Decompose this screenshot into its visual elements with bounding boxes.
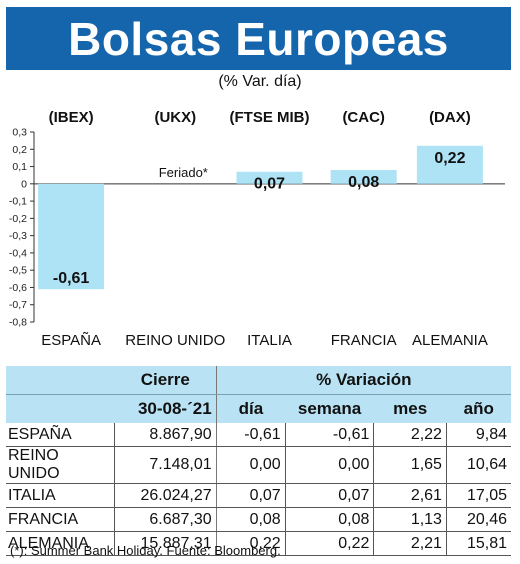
bar [38,183,105,290]
bar [236,171,303,184]
y-tick-label: 0,2 [12,144,27,156]
index-label: (CAC) [342,109,385,126]
holiday-annotation: Feriado* [159,165,208,180]
category-label: REINO UNIDO [125,332,225,349]
table-row: ITALIA 26.024,27 0,07 0,07 2,61 17,05 [6,483,511,508]
row-dia: 0,07 [215,483,286,508]
index-label: (FTSE MIB) [230,109,310,126]
header-cierre: Cierre [114,366,217,395]
chart-subtitle: (% Var. día) [218,73,302,90]
row-mes: 2,22 [373,423,447,447]
market-table: Cierre % Variación 30-08-´21 día semana … [6,366,511,556]
row-dia: 0,00 [215,446,286,484]
y-tick-label: -0,7 [9,299,27,311]
y-tick-label: -0,6 [9,282,27,294]
row-mes: 2,21 [373,531,447,556]
row-semana: -0,61 [284,423,374,447]
row-ano: 15,81 [445,531,511,556]
data-label: 0,07 [254,176,285,193]
index-label: (UKX) [154,109,196,126]
y-tick-label: -0,8 [9,317,27,329]
row-cierre: 6.687,30 [114,507,217,532]
category-label: ITALIA [247,332,292,349]
y-tick-label: -0,5 [9,265,27,277]
row-dia: -0,61 [215,423,286,447]
row-cierre: 8.867,90 [114,423,217,447]
header-variacion: % Variación [215,366,511,395]
page-title: Bolsas Europeas [68,12,449,65]
footnote: (*): Summer Bank Holiday. Fuente: Bloomb… [10,543,281,558]
row-cierre: 15.887,31 [114,531,217,556]
row-semana: 0,08 [284,507,374,532]
data-label: -0,61 [53,270,90,287]
row-cierre: 26.024,27 [114,483,217,508]
title-bar: Bolsas Europeas [6,7,511,70]
row-dia: 0,22 [215,531,286,556]
row-ano: 17,05 [445,483,511,508]
header-dia: día [215,394,286,423]
bar [416,145,483,184]
header-mes: mes [373,394,447,423]
row-ano: 10,64 [445,446,511,484]
y-tick-label: 0 [21,178,27,190]
table-row: ALEMANIA 15.887,31 0,22 0,22 2,21 15,81 [6,531,511,556]
table-row: REINO UNIDO 7.148,01 0,00 0,00 1,65 10,64 [6,446,511,484]
data-label: 0,08 [348,174,379,191]
header-ano: año [446,394,511,423]
y-tick-label: 0,1 [12,161,27,173]
row-cierre: 7.148,01 [114,446,217,484]
bar-chart: 0,3 0,2 0,1 0 -0,1 -0,2 -0,3 -0,4 -0,5 -0,6 -0,7 -0… [9,109,505,349]
bar [330,170,397,184]
row-country: ITALIA [6,483,115,508]
row-semana: 0,00 [284,446,374,484]
table-corner-2 [6,394,115,423]
row-semana: 0,07 [284,483,374,508]
index-label: (DAX) [429,109,471,126]
header-fecha: 30-08-´21 [114,394,217,423]
category-label: ALEMANIA [412,332,488,349]
row-country: FRANCIA [6,507,115,532]
row-ano: 20,46 [445,507,511,532]
index-label: (IBEX) [49,109,94,126]
y-tick-label: -0,2 [9,213,27,225]
row-semana: 0,22 [284,531,374,556]
data-label: 0,22 [434,150,465,167]
row-mes: 1,65 [373,446,447,484]
row-dia: 0,08 [215,507,286,532]
y-tick-label: -0,3 [9,230,27,242]
table-corner [6,366,115,395]
category-label: FRANCIA [331,332,397,349]
y-tick-label: -0,4 [9,247,27,259]
row-country: ALEMANIA [6,531,115,556]
row-country: ESPAÑA [6,423,115,447]
row-ano: 9,84 [445,423,511,447]
row-country: REINO UNIDO [6,446,115,484]
row-mes: 1,13 [373,507,447,532]
y-tick-label: -0,1 [9,196,27,208]
header-semana: semana [285,394,374,423]
row-mes: 2,61 [373,483,447,508]
table-row: ESPAÑA 8.867,90 -0,61 -0,61 2,22 9,84 [6,423,511,447]
category-label: ESPAÑA [41,332,101,349]
table-row: FRANCIA 6.687,30 0,08 0,08 1,13 20,46 [6,507,511,532]
y-tick-label: 0,3 [12,127,27,139]
